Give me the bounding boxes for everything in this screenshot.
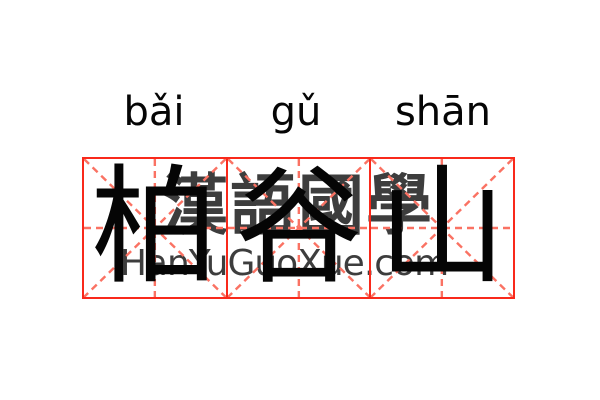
grid-cell-1: 柏 — [84, 159, 226, 297]
character-grid: 柏 谷 山 — [82, 157, 515, 299]
hanzi-character-3: 山 — [378, 153, 507, 302]
hanzi-character-1: 柏 — [90, 153, 219, 302]
pinyin-syllable-3: shān — [394, 89, 492, 135]
pinyin-syllable-1: bǎi — [123, 89, 185, 135]
guide-lines-icon — [371, 159, 513, 297]
pinyin-syllable-2: gǔ — [270, 89, 322, 135]
guide-lines-icon — [228, 159, 370, 297]
guide-lines-icon — [84, 159, 226, 297]
hanzi-character-2: 谷 — [234, 153, 363, 302]
watermark-brand-url: HanYuGuoXue.com — [119, 243, 449, 284]
grid-cell-3: 山 — [369, 159, 513, 297]
grid-cell-2: 谷 — [225, 153, 370, 302]
